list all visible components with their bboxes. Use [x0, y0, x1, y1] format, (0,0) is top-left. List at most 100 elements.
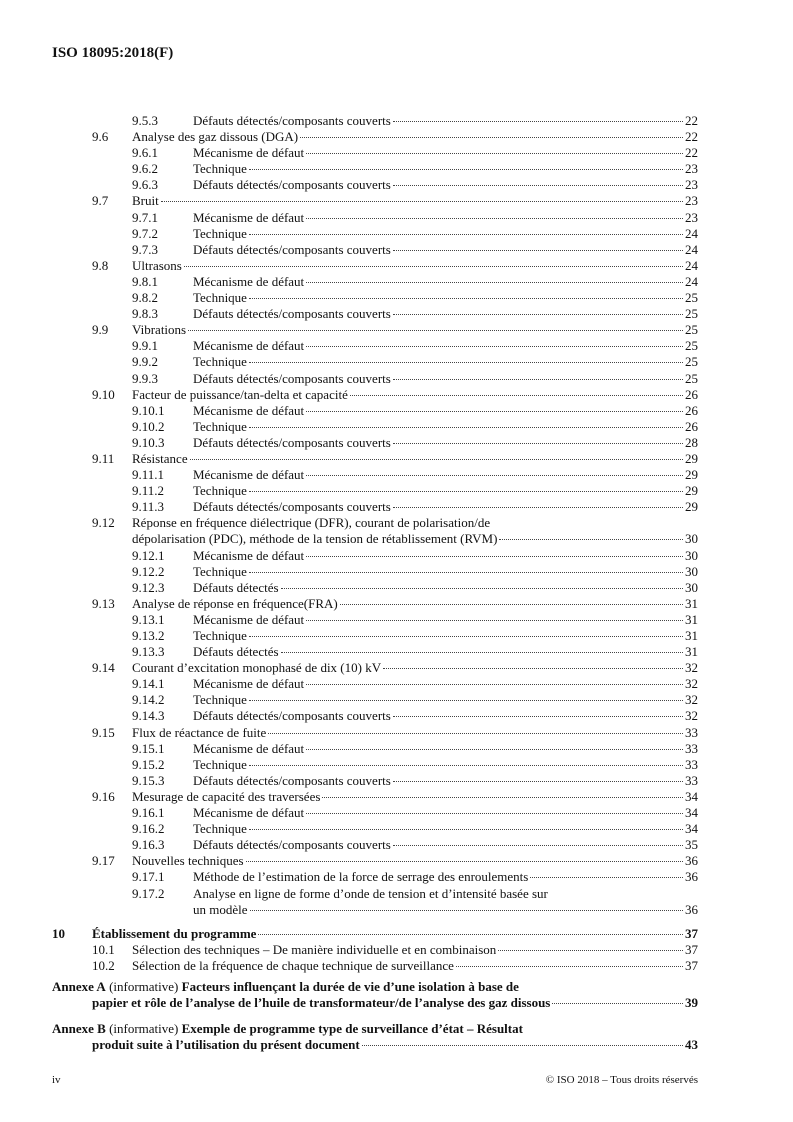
toc-entry-page: 23 [685, 209, 698, 225]
dot-leader [383, 668, 683, 670]
toc-entry-page: 26 [685, 402, 698, 418]
toc-entry[interactable]: 9.9 Vibrations 25 [52, 322, 698, 338]
toc-entry[interactable]: 9.9.2 Technique 25 [52, 354, 698, 370]
toc-entry[interactable]: 9.8.1 Mécanisme de défaut 24 [52, 274, 698, 290]
toc-entry-title: Analyse de réponse en fréquence(FRA) [132, 595, 338, 611]
toc-entry-page: 32 [685, 676, 698, 692]
dot-leader [392, 716, 683, 718]
toc-entry[interactable]: 9.16.2 Technique 34 [52, 821, 698, 837]
toc-entry-number: 10 [52, 925, 65, 941]
dot-leader [248, 426, 683, 428]
toc-entry-page: 22 [685, 129, 698, 145]
toc-entry[interactable]: 9.7.2 Technique 24 [52, 226, 698, 242]
toc-entry-line: 9.8 Ultrasons 24 [52, 258, 698, 274]
dot-leader [499, 539, 683, 541]
toc-entry[interactable]: 9.6.3 Défauts détectés/composants couvert… [52, 177, 698, 193]
toc-entry-line: 9.9 Vibrations 25 [52, 322, 698, 338]
toc-entry[interactable]: 9.11.1 Mécanisme de défaut 29 [52, 467, 698, 483]
toc-entry[interactable]: 9.16.3 Défauts détectés/composants couver… [52, 837, 698, 853]
toc-entry-number: 9.16.3 [132, 837, 165, 853]
toc-entry[interactable]: 9.8.2 Technique 25 [52, 290, 698, 306]
toc-entry[interactable]: 9.8 Ultrasons 24 [52, 258, 698, 274]
toc-entry[interactable]: 9.14.1 Mécanisme de défaut 32 [52, 676, 698, 692]
toc-entry[interactable]: 9.13.1 Mécanisme de défaut 31 [52, 612, 698, 628]
toc-entry-number: 9.12.3 [132, 579, 165, 595]
toc-entry[interactable]: 9.14 Courant d’excitation monophasé de di… [52, 660, 698, 676]
toc-entry[interactable]: 9.13 Analyse de réponse en fréquence(FRA)… [52, 596, 698, 612]
toc-entry[interactable]: 10.1 Sélection des techniques – De manièr… [52, 942, 698, 958]
toc-entry[interactable]: 9.12 Réponse en fréquence diélectrique (D… [52, 515, 698, 547]
toc-entry[interactable]: 9.7.1 Mécanisme de défaut 23 [52, 210, 698, 226]
toc-entry[interactable]: 9.7 Bruit 23 [52, 193, 698, 209]
toc-entry[interactable]: 10 Établissement du programme 37 [52, 926, 698, 942]
toc-entry-page: 36 [685, 853, 698, 869]
toc-entry[interactable]: 9.17.2 Analyse en ligne de forme d’onde d… [52, 886, 698, 918]
toc-entry[interactable]: 9.17 Nouvelles techniques 36 [52, 853, 698, 869]
toc-entry[interactable]: 9.12.1 Mécanisme de défaut 30 [52, 548, 698, 564]
dot-leader [306, 555, 683, 557]
toc-entry-number: 9.7.3 [132, 241, 158, 257]
toc-entry[interactable]: 9.13.3 Défauts détectés 31 [52, 644, 698, 660]
toc-entry-line: 9.17 Nouvelles techniques 36 [52, 853, 698, 869]
toc-entry[interactable]: 9.16.1 Mécanisme de défaut 34 [52, 805, 698, 821]
toc-entry[interactable]: 10.2 Sélection de la fréquence de chaque … [52, 958, 698, 974]
toc-entry[interactable]: 9.10.3 Défauts détectés/composants couver… [52, 435, 698, 451]
toc-entry[interactable]: 9.10 Facteur de puissance/tan-delta et ca… [52, 387, 698, 403]
toc-entry-number: 9.14.2 [132, 692, 165, 708]
toc-entry[interactable]: 9.6.2 Technique 23 [52, 161, 698, 177]
annex-title-continued: papier et rôle de l’analyse de l’huile d… [92, 995, 551, 1011]
toc-entry[interactable]: 9.9.3 Défauts détectés/composants couvert… [52, 371, 698, 387]
dot-leader [361, 1045, 683, 1047]
toc-entry[interactable]: 9.10.2 Technique 26 [52, 419, 698, 435]
toc-entry[interactable]: 9.6.1 Mécanisme de défaut 22 [52, 145, 698, 161]
toc-entry-title: Technique [193, 756, 247, 772]
toc-entry-page: 36 [685, 901, 698, 917]
annex-entry[interactable]: Annexe B (informative) Exemple de progra… [52, 1021, 698, 1053]
toc-entry-number: 9.10 [92, 386, 115, 402]
toc-entry[interactable]: 9.16 Mesurage de capacité des traversées 3… [52, 789, 698, 805]
annex-entry[interactable]: Annexe A (informative) Facteurs influenç… [52, 979, 698, 1011]
toc-entry-line: 9.7.1 Mécanisme de défaut 23 [52, 210, 698, 226]
toc-entry-page: 25 [685, 338, 698, 354]
toc-entry-number: 9.16.2 [132, 821, 165, 837]
dot-leader [392, 314, 683, 316]
toc-entry-title: Technique [193, 161, 247, 177]
toc-entry-number: 9.14.1 [132, 676, 165, 692]
toc-entry[interactable]: 9.11 Résistance 29 [52, 451, 698, 467]
toc-entry-line: 9.16.2 Technique 34 [52, 821, 698, 837]
toc-entry-line: 10.2 Sélection de la fréquence de chaque … [52, 958, 698, 974]
toc-entry[interactable]: 9.14.3 Défauts détectés/composants couver… [52, 708, 698, 724]
toc-entry[interactable]: 9.13.2 Technique 31 [52, 628, 698, 644]
toc-entry[interactable]: 9.5.3 Défauts détectés/composants couvert… [52, 113, 698, 129]
toc-entry[interactable]: 9.10.1 Mécanisme de défaut 26 [52, 403, 698, 419]
toc-entry[interactable]: 9.12.2 Technique 30 [52, 564, 698, 580]
toc-entry-number: 9.6.2 [132, 161, 158, 177]
toc-entry-title: Sélection des techniques – De manière in… [132, 941, 497, 957]
toc-entry-line: 9.8.1 Mécanisme de défaut 24 [52, 274, 698, 290]
toc-entry[interactable]: 9.15.2 Technique 33 [52, 757, 698, 773]
toc-entry-number: 9.11 [92, 450, 115, 466]
toc-entry-title: Mécanisme de défaut [193, 467, 305, 483]
toc-entry[interactable]: 9.15.1 Mécanisme de défaut 33 [52, 741, 698, 757]
toc-entry-line: 9.17.1 Méthode de l’estimation de la forc… [52, 869, 698, 885]
toc-entry[interactable]: 9.11.3 Défauts détectés/composants couver… [52, 499, 698, 515]
toc-entry[interactable]: 9.15.3 Défauts détectés/composants couver… [52, 773, 698, 789]
toc-entry[interactable]: 9.11.2 Technique 29 [52, 483, 698, 499]
toc-entry[interactable]: 9.15 Flux de réactance de fuite 33 [52, 725, 698, 741]
toc-entry-line: 9.13 Analyse de réponse en fréquence(FRA)… [52, 596, 698, 612]
dot-leader [258, 933, 683, 935]
toc-entry[interactable]: 9.8.3 Défauts détectés/composants couvert… [52, 306, 698, 322]
toc-entry[interactable]: 9.14.2 Technique 32 [52, 692, 698, 708]
toc-entry-line: 9.12.2 Technique 30 [52, 564, 698, 580]
toc-entry-page: 37 [685, 941, 698, 957]
toc-entry[interactable]: 9.9.1 Mécanisme de défaut 25 [52, 338, 698, 354]
toc-entry-page: 29 [685, 450, 698, 466]
toc-entry-page: 23 [685, 193, 698, 209]
toc-entry[interactable]: 9.12.3 Défauts détectés 30 [52, 580, 698, 596]
toc-entry-line: papier et rôle de l’analyse de l’huile d… [52, 995, 698, 1011]
toc-entry-title: Technique [193, 483, 247, 499]
toc-entry[interactable]: 9.17.1 Méthode de l’estimation de la forc… [52, 869, 698, 885]
toc-entry[interactable]: 9.6 Analyse des gaz dissous (DGA) 22 [52, 129, 698, 145]
dot-leader [349, 394, 683, 396]
toc-entry[interactable]: 9.7.3 Défauts détectés/composants couvert… [52, 242, 698, 258]
